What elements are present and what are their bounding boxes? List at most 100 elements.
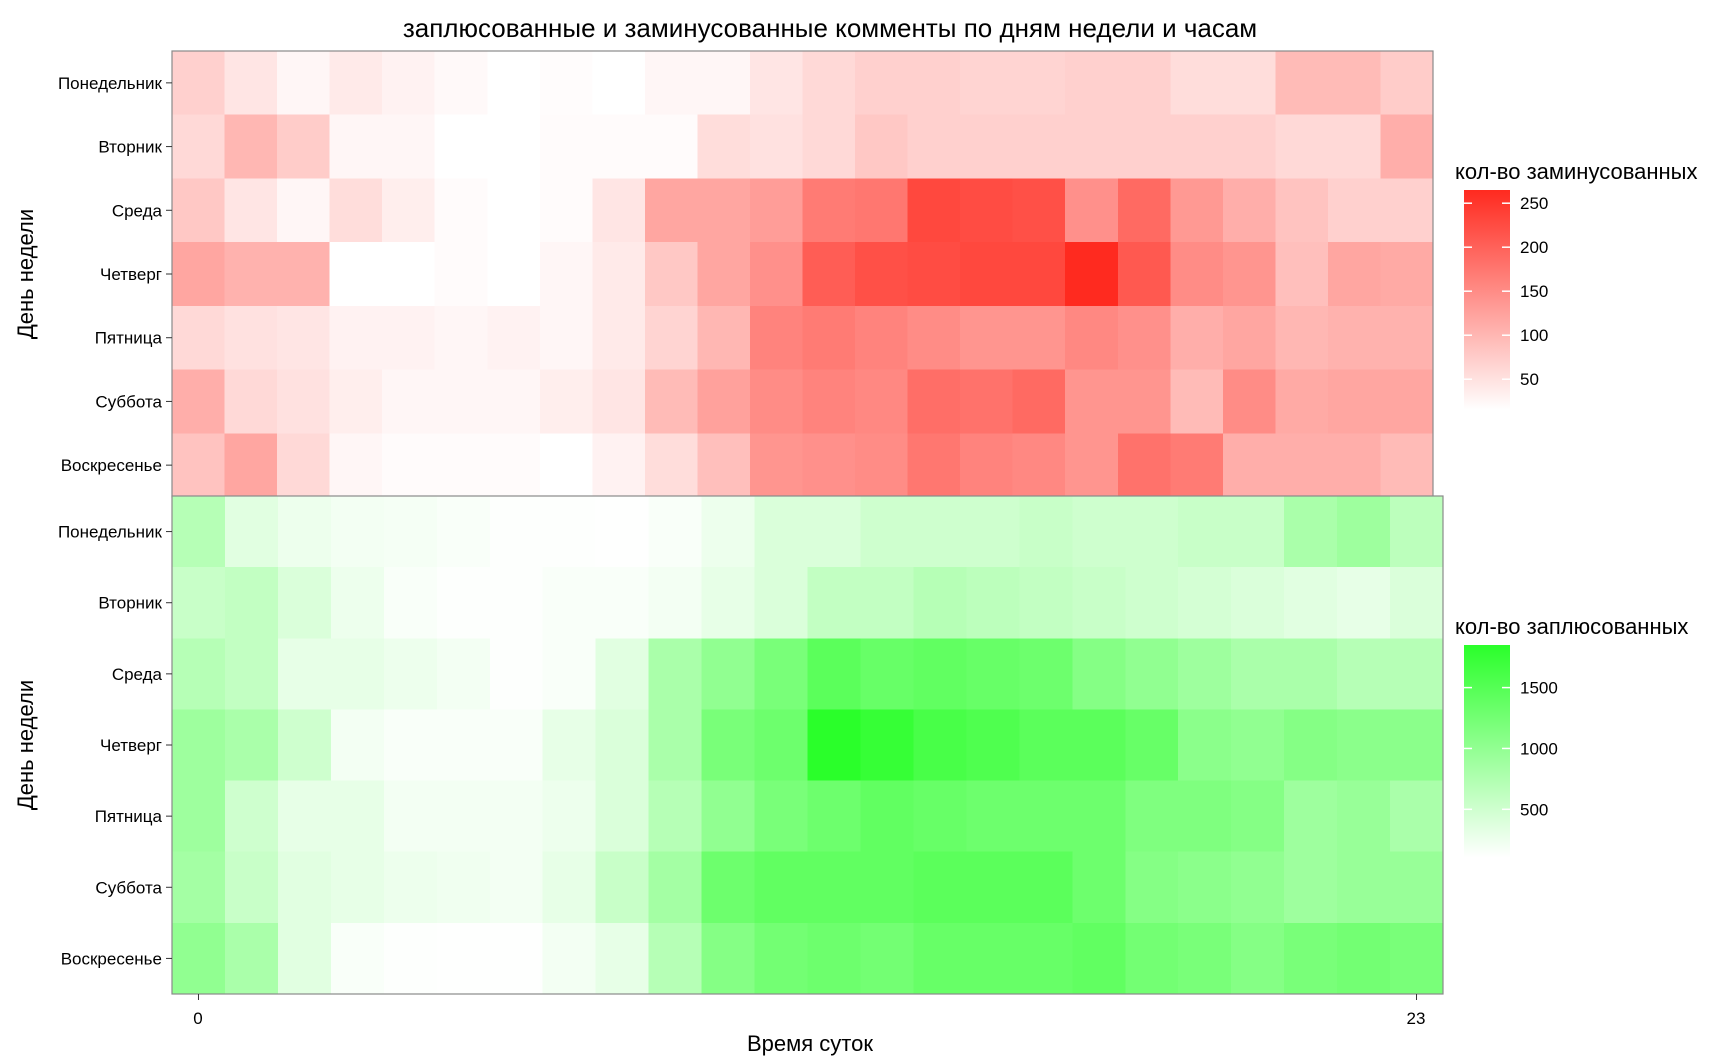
heatmap-cell	[648, 780, 703, 853]
heatmap-cell	[436, 496, 491, 568]
heatmap-cell	[487, 242, 541, 307]
heatmap-cell	[807, 567, 862, 639]
heatmap-cell	[1065, 178, 1119, 243]
heatmap-cell	[1337, 709, 1391, 782]
heatmap-cell	[1012, 114, 1066, 180]
heatmap-cell	[224, 305, 278, 371]
heatmap-cell	[1284, 496, 1338, 568]
heatmap-cell	[1327, 305, 1382, 371]
heatmap-cell	[1117, 242, 1171, 307]
heatmap-cell	[277, 369, 331, 434]
heatmap-cell	[855, 369, 909, 434]
heatmap-cell	[1012, 242, 1066, 307]
heatmap-cell	[754, 851, 809, 924]
heatmap-cell	[1170, 305, 1224, 371]
heatmap-cell	[855, 51, 909, 116]
heatmap-cell	[1065, 433, 1119, 498]
heatmap-cell	[754, 567, 809, 639]
heatmap-cell	[860, 496, 915, 568]
legend-tick-label: 500	[1520, 800, 1548, 819]
heatmap-cell	[802, 51, 856, 116]
y-axis-label: День недели	[13, 680, 38, 810]
heatmap-cell	[907, 369, 961, 434]
heatmap-cell	[1170, 433, 1224, 498]
heatmap-cell	[277, 114, 331, 180]
heatmap-cell	[1390, 496, 1444, 568]
heatmap-cell	[860, 638, 915, 711]
heatmap-cell	[1390, 851, 1444, 924]
heatmap-cell	[172, 638, 226, 711]
heatmap-cell	[960, 51, 1014, 116]
heatmap-cell	[860, 851, 915, 924]
heatmap-cell	[542, 922, 597, 995]
heatmap-cell	[489, 851, 544, 924]
heatmap-cell	[807, 780, 862, 853]
heatmap-cell	[1337, 780, 1391, 853]
heatmap-cell	[749, 305, 804, 371]
heatmap-cell	[966, 851, 1020, 924]
heatmap-cell	[592, 51, 646, 116]
heatmap-cell	[436, 567, 491, 639]
heatmap-cell	[1337, 638, 1391, 711]
heatmap-cell	[1222, 178, 1276, 243]
heatmap-cell	[592, 433, 646, 498]
heatmap-cell	[277, 567, 332, 639]
heatmap-cell	[1390, 709, 1444, 782]
heatmap-cell	[1012, 433, 1066, 498]
heatmap-cell	[913, 709, 967, 782]
heatmap-cell	[802, 178, 856, 243]
heatmap-cell	[224, 369, 278, 434]
heatmap-cell	[383, 496, 438, 568]
heatmap-cell	[172, 567, 226, 639]
heatmap-cell	[542, 638, 597, 711]
heatmap-cell	[1275, 114, 1329, 180]
heatmap-cell	[860, 780, 915, 853]
heatmap-cell	[224, 638, 279, 711]
heatmap-cell	[172, 780, 226, 853]
heatmap-cell	[1222, 114, 1276, 180]
heatmap-cell	[277, 922, 332, 995]
heatmap-cell	[595, 780, 650, 853]
heatmap-cell	[1390, 567, 1444, 639]
heatmap-cell	[807, 709, 862, 782]
heatmap-cell	[1275, 369, 1329, 434]
heatmap-cell	[434, 178, 488, 243]
heatmap-cell	[224, 496, 279, 568]
heatmap-cell	[697, 178, 751, 243]
heatmap-cell	[489, 780, 544, 853]
heatmap-cell	[277, 242, 331, 307]
heatmap-cell	[329, 369, 383, 434]
heatmap-cell	[907, 114, 961, 180]
heatmap-cell	[1337, 851, 1391, 924]
heatmap-cell	[1222, 369, 1276, 434]
heatmap-cell	[960, 178, 1014, 243]
heatmap-cell	[913, 780, 967, 853]
heatmap-cell	[1178, 567, 1232, 639]
heatmap-cell	[807, 638, 862, 711]
heatmap-cell	[383, 780, 438, 853]
legend-tick-label: 1000	[1520, 739, 1558, 758]
heatmap-cell	[855, 305, 909, 371]
heatmap-cell	[1072, 851, 1126, 924]
legend-tick-label: 250	[1520, 194, 1548, 213]
heatmap-cell	[749, 114, 804, 180]
heatmap-cell	[1117, 51, 1171, 116]
heatmap-cell	[489, 922, 544, 995]
heatmap-cell	[1390, 638, 1444, 711]
heatmap-cell	[1072, 638, 1126, 711]
heatmap-cell	[592, 305, 646, 371]
heatmap-cell	[1072, 496, 1126, 568]
heatmap-cell	[1284, 922, 1338, 995]
heatmap-cell	[172, 496, 226, 568]
heatmap-cell	[224, 780, 279, 853]
heatmap-cell	[907, 433, 961, 498]
heatmap-cell	[592, 369, 646, 434]
heatmap-cell	[907, 51, 961, 116]
legend-tick-label: 50	[1520, 370, 1539, 389]
heatmap-cell	[595, 496, 650, 568]
heatmap-cell	[802, 242, 856, 307]
legend-tick-label: 1500	[1520, 679, 1558, 698]
heatmap-cell	[697, 242, 751, 307]
legend-tick-label: 150	[1520, 282, 1548, 301]
heatmap-cell	[1125, 709, 1179, 782]
